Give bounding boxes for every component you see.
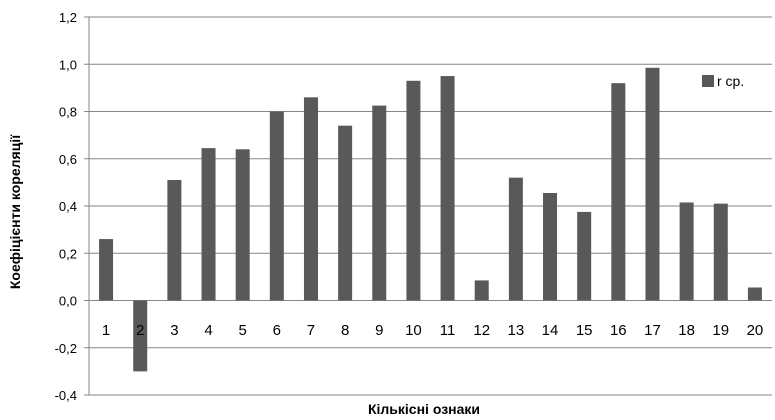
legend-swatch	[702, 75, 714, 87]
x-tick-label: 4	[204, 322, 212, 339]
bar	[543, 193, 558, 301]
x-tick-label: 11	[440, 322, 456, 339]
y-tick-label: 0,6	[59, 152, 77, 167]
x-tick-label: 15	[576, 322, 593, 339]
bar	[133, 300, 148, 372]
x-tick-label: 12	[473, 322, 490, 339]
x-tick-label: 9	[375, 322, 383, 339]
x-tick-label: 7	[307, 322, 315, 339]
x-tick-label: 3	[170, 322, 178, 339]
bar	[440, 76, 455, 301]
bar	[713, 203, 728, 301]
bar	[338, 125, 353, 301]
x-tick-label: 20	[747, 322, 764, 339]
bar	[406, 80, 421, 301]
bar	[269, 111, 284, 301]
y-axis-tick-labels: -0,4 -0,2 0,0 0,2 0,4 0,6 0,8 1,0 1,2	[55, 10, 77, 403]
x-tick-label: 2	[136, 322, 144, 339]
bar	[201, 148, 216, 301]
y-tick-label: 1,2	[59, 10, 77, 25]
bar	[235, 149, 250, 301]
y-tick-label: -0,2	[55, 341, 77, 356]
y-tick-label: -0,4	[55, 388, 77, 403]
bar	[167, 180, 182, 301]
bar	[577, 211, 592, 301]
legend-label: r ср.	[717, 73, 744, 89]
bar	[611, 83, 626, 301]
x-tick-label: 1	[102, 322, 110, 339]
bar	[679, 202, 694, 301]
gridlines	[84, 16, 772, 396]
x-tick-label: 19	[712, 322, 729, 339]
y-tick-label: 0,4	[59, 199, 77, 214]
x-tick-label: 14	[542, 322, 559, 339]
x-axis-title: Кількісні ознаки	[368, 401, 480, 417]
x-tick-label: 18	[678, 322, 695, 339]
x-tick-label: 17	[644, 322, 661, 339]
y-tick-label: 0,8	[59, 105, 77, 120]
y-axis-title: Коефіцієнти кореляції	[7, 134, 23, 289]
x-tick-label: 8	[341, 322, 349, 339]
y-tick-label: 0,2	[59, 246, 77, 261]
y-tick-label: 0,0	[59, 294, 77, 309]
x-tick-label: 6	[273, 322, 281, 339]
bar	[747, 287, 762, 301]
legend: r ср.	[702, 73, 744, 89]
bar	[474, 280, 489, 301]
bar	[508, 177, 523, 301]
x-tick-label: 13	[508, 322, 525, 339]
bar	[645, 67, 660, 301]
x-tick-label: 5	[239, 322, 247, 339]
x-tick-label: 16	[610, 322, 627, 339]
bars	[99, 67, 762, 372]
x-axis-tick-labels: 1 2 3 4 5 6 7 8 9 10 11 12 13 14 15 16 17 18 19 20	[102, 322, 763, 339]
bar	[303, 97, 318, 301]
x-tick-label: 10	[405, 322, 422, 339]
bar	[99, 239, 114, 301]
bar	[372, 105, 387, 301]
y-tick-label: 1,0	[59, 57, 77, 72]
